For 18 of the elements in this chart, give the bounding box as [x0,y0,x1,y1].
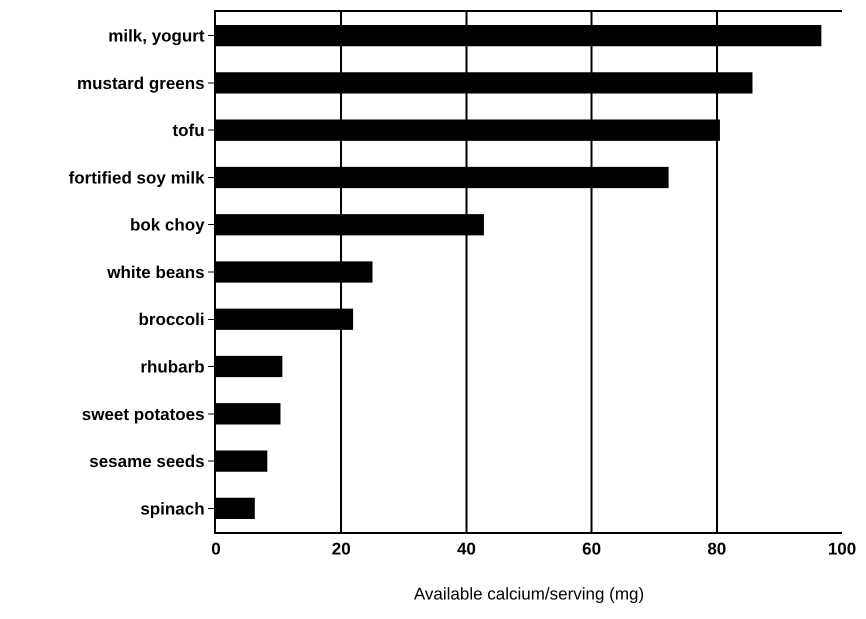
y-tick-label: milk, yogurt [108,26,205,46]
y-tick-label: fortified soy milk [68,168,206,188]
x-tick-label: 100 [828,539,856,558]
x-tick-label: 40 [456,539,476,558]
x-tick-label: 20 [332,539,351,558]
x-tick-label: 0 [211,539,221,558]
x-tick-label: 60 [582,539,602,558]
x-axis-title: Available calcium/serving (mg) [414,584,644,604]
y-tick-label: rhubarb [140,358,205,376]
y-tick-label: tofu [172,121,205,140]
y-tick-label: spinach [140,499,205,518]
y-tick-label: broccoli [138,310,205,330]
y-tick-label: white beans [106,262,205,282]
x-tick-label: 80 [707,539,726,558]
y-tick-label: bok choy [130,216,206,235]
y-tick-label: sweet potatoes [82,404,205,424]
y-tick-label: mustard greens [77,74,205,93]
y-tick-label: sesame seeds [89,452,205,472]
